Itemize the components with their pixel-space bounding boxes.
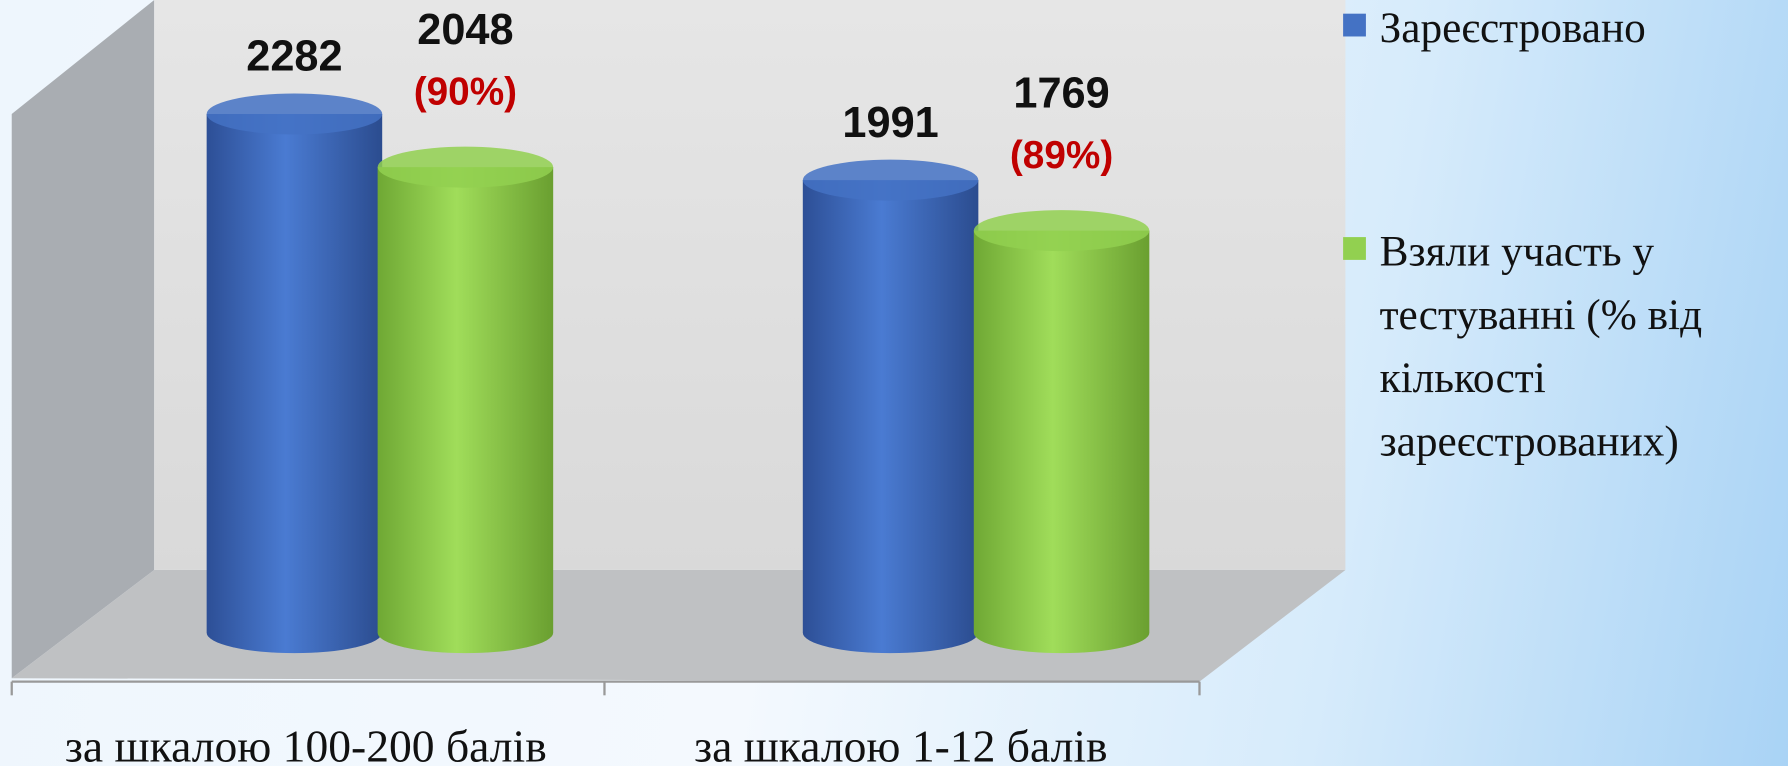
cylinder (802, 159, 979, 654)
legend-swatch (1343, 13, 1366, 37)
percent-label: (90%) (414, 70, 517, 113)
cylinder (377, 146, 554, 654)
x-tick-label: за шкалою 100-200 балів (65, 720, 547, 766)
side-wall (11, 0, 155, 679)
legend-line: тестуванні (% від (1380, 291, 1713, 339)
data-label: 2282 (246, 33, 342, 81)
x-tick-label: за шкалою 1-12 балів (694, 720, 1107, 766)
cylinder-body (377, 167, 554, 654)
cylinder-top (377, 146, 554, 188)
legend-label: Взяли участь у тестуванні (% від кількос… (1380, 228, 1713, 466)
legend-line: Взяли участь у (1380, 228, 1665, 276)
legend-label: Зареєстровано (1380, 4, 1646, 52)
legend-line: кількості (1380, 354, 1557, 402)
cylinder-top (802, 159, 979, 201)
cylinder (206, 93, 383, 654)
legend-swatch (1343, 237, 1366, 260)
data-label: 1769 (1013, 69, 1109, 117)
percent-label: (89%) (1010, 134, 1113, 177)
data-label: 2048 (417, 6, 513, 54)
cylinder-body (802, 180, 979, 654)
data-label: 1991 (842, 99, 938, 147)
legend-line: зареєстрованих) (1380, 417, 1679, 465)
cylinder-body (973, 230, 1150, 654)
cylinder-body (206, 113, 383, 654)
cylinder-top (973, 210, 1150, 252)
cylinder-top (206, 93, 383, 135)
legend-line: Зареєстровано (1380, 4, 1646, 52)
cylinder (973, 210, 1150, 654)
